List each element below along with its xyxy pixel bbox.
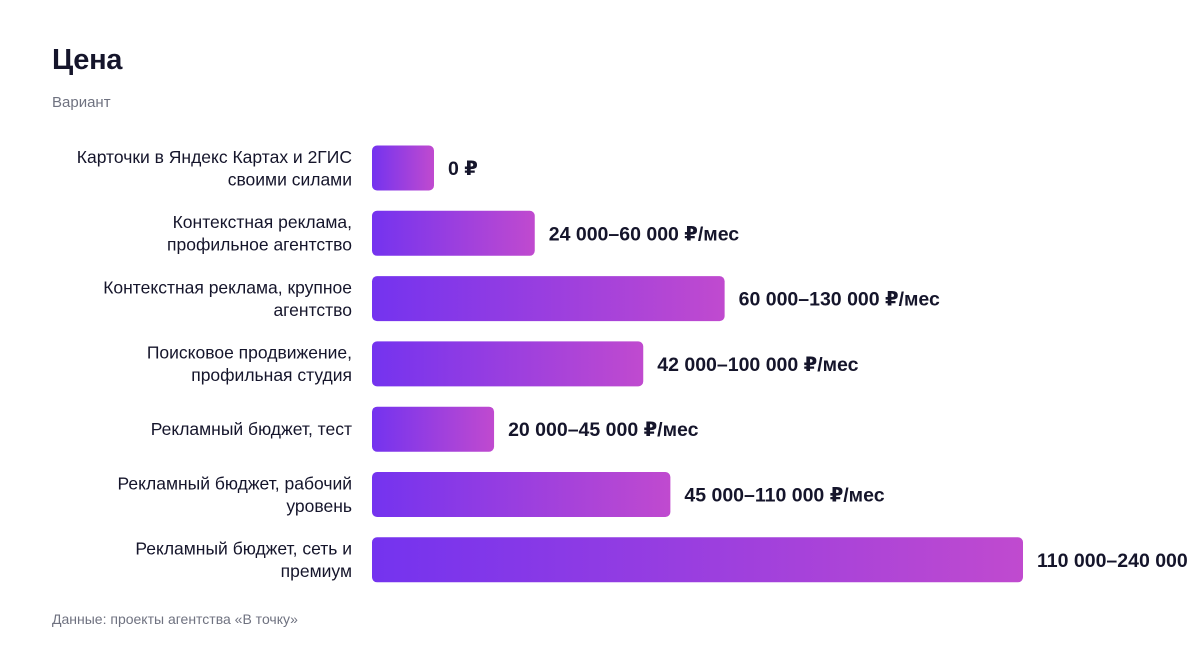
bar-1 <box>372 145 434 191</box>
category-label-4: Поисковое продвижение, профильная студия <box>147 343 352 386</box>
value-label-3: 60 000–130 000 ₽/мес <box>739 289 940 311</box>
category-label-5: Рекламный бюджет, тест <box>151 419 352 439</box>
bar-3 <box>372 276 725 322</box>
bar-7 <box>372 537 1023 583</box>
category-label-3: Контекстная реклама, крупное агентство <box>103 277 352 320</box>
bar-5 <box>372 406 495 452</box>
source-note: Данные: проекты агентства «В точку» <box>52 611 298 627</box>
bar-6 <box>372 472 671 517</box>
value-label-2: 24 000–60 000 ₽/мес <box>549 223 740 245</box>
value-label-1: 0 ₽ <box>448 158 478 180</box>
value-label-7: 110 000–240 000 <box>1037 550 1188 572</box>
category-label-7: Рекламный бюджет, сеть и премиум <box>135 539 352 582</box>
category-label-1: Карточки в Яндекс Картах и 2ГИС своими си… <box>77 147 352 190</box>
category-label-2: Контекстная реклама, профильное агентство <box>167 212 352 255</box>
bar-4 <box>372 341 644 387</box>
value-label-6: 45 000–110 000 ₽/мес <box>684 485 884 507</box>
category-label-6: Рекламный бюджет, рабочий уровень <box>118 473 352 516</box>
chart-subtitle: Вариант <box>52 94 111 111</box>
bar-2 <box>372 210 535 256</box>
value-label-4: 42 000–100 000 ₽/мес <box>657 354 858 376</box>
value-label-5: 20 000–45 000 ₽/мес <box>508 419 699 441</box>
bars-group: Карточки в Яндекс Картах и 2ГИС своими си… <box>77 145 1188 583</box>
chart-title: Цена <box>52 44 123 76</box>
